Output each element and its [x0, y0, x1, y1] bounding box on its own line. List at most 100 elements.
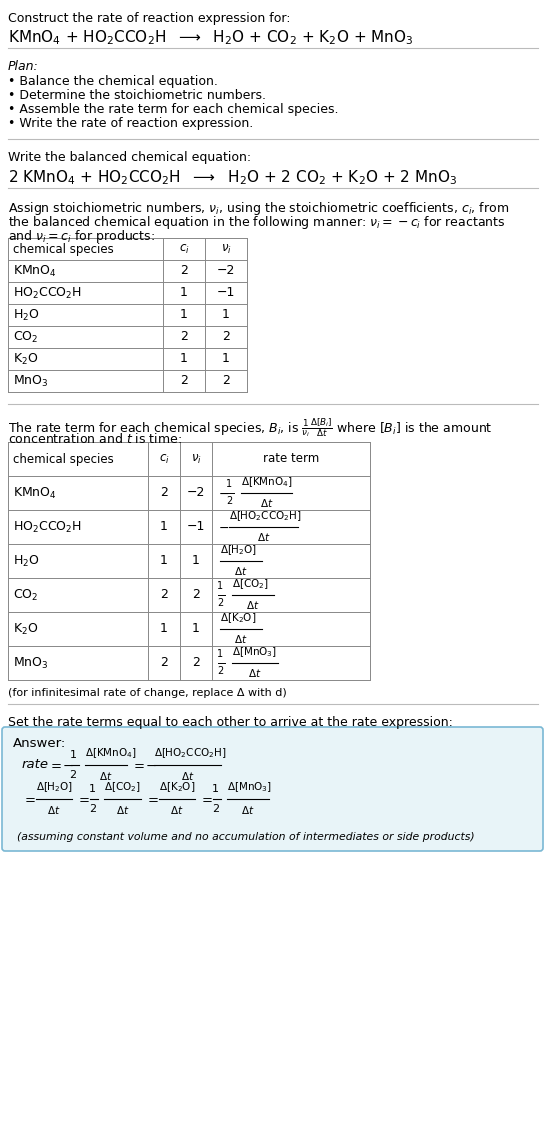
- Text: K$_2$O: K$_2$O: [13, 351, 38, 367]
- Text: CO$_2$: CO$_2$: [13, 329, 38, 344]
- Text: $\Delta$[HO$_2$CCO$_2$H]: $\Delta$[HO$_2$CCO$_2$H]: [229, 510, 301, 523]
- Text: $\Delta t$: $\Delta t$: [259, 497, 273, 508]
- Text: Assign stoichiometric numbers, $\nu_i$, using the stoichiometric coefficients, $: Assign stoichiometric numbers, $\nu_i$, …: [8, 200, 509, 217]
- Text: 2: 2: [212, 804, 219, 814]
- Text: Answer:: Answer:: [13, 736, 66, 750]
- Text: 2: 2: [192, 657, 200, 669]
- Text: chemical species: chemical species: [13, 453, 114, 465]
- FancyBboxPatch shape: [2, 727, 543, 850]
- Text: 2: 2: [192, 588, 200, 602]
- Text: 2: 2: [222, 331, 230, 343]
- Text: 1: 1: [226, 479, 232, 489]
- Text: $=$: $=$: [76, 792, 91, 806]
- Text: CO$_2$: CO$_2$: [13, 587, 38, 603]
- Text: 1: 1: [180, 286, 188, 300]
- Text: 1: 1: [160, 554, 168, 568]
- Text: 1: 1: [89, 784, 96, 793]
- Text: $\Delta$[K$_2$O]: $\Delta$[K$_2$O]: [220, 611, 257, 625]
- Text: $\Delta$[MnO$_3$]: $\Delta$[MnO$_3$]: [227, 780, 272, 793]
- Text: 2: 2: [180, 375, 188, 388]
- Text: $c_i$: $c_i$: [179, 243, 189, 255]
- Text: Set the rate terms equal to each other to arrive at the rate expression:: Set the rate terms equal to each other t…: [8, 716, 453, 728]
- Text: $=$: $=$: [48, 758, 62, 772]
- Text: 1: 1: [160, 521, 168, 534]
- Text: 1: 1: [180, 309, 188, 321]
- Text: $\Delta t$: $\Delta t$: [257, 531, 270, 543]
- Text: $\Delta$[H$_2$O]: $\Delta$[H$_2$O]: [36, 780, 73, 793]
- Text: MnO$_3$: MnO$_3$: [13, 656, 49, 670]
- Text: rate term: rate term: [263, 453, 319, 465]
- Text: $\Delta$[CO$_2$]: $\Delta$[CO$_2$]: [104, 780, 141, 793]
- Text: $\Delta t$: $\Delta t$: [181, 770, 194, 782]
- Text: KMnO$_4$: KMnO$_4$: [13, 263, 57, 278]
- Text: $\Delta$[H$_2$O]: $\Delta$[H$_2$O]: [220, 543, 257, 557]
- Text: The rate term for each chemical species, $B_i$, is $\frac{1}{\nu_i}\frac{\Delta[: The rate term for each chemical species,…: [8, 416, 492, 439]
- Text: $\Delta t$: $\Delta t$: [48, 804, 61, 816]
- Text: 2: 2: [160, 657, 168, 669]
- Text: $\Delta$[K$_2$O]: $\Delta$[K$_2$O]: [159, 780, 195, 793]
- Text: $-$: $-$: [145, 758, 156, 772]
- Text: 2: 2: [160, 487, 168, 499]
- Text: $\Delta t$: $\Delta t$: [170, 804, 184, 816]
- Text: 2: 2: [226, 496, 232, 506]
- Text: $c_i$: $c_i$: [159, 453, 169, 465]
- Text: $\Delta t$: $\Delta t$: [234, 633, 247, 645]
- Text: K$_2$O: K$_2$O: [13, 621, 38, 636]
- Text: $\Delta t$: $\Delta t$: [246, 598, 259, 611]
- Text: chemical species: chemical species: [13, 243, 114, 255]
- Text: $\Delta t$: $\Delta t$: [116, 804, 129, 816]
- Text: $\Delta$[HO$_2$CCO$_2$H]: $\Delta$[HO$_2$CCO$_2$H]: [153, 747, 226, 760]
- Text: −2: −2: [217, 264, 235, 277]
- Text: • Balance the chemical equation.: • Balance the chemical equation.: [8, 75, 218, 88]
- Text: 2: 2: [217, 666, 223, 676]
- Text: −1: −1: [187, 521, 205, 534]
- Text: • Determine the stoichiometric numbers.: • Determine the stoichiometric numbers.: [8, 89, 266, 101]
- Text: $\Delta$[MnO$_3$]: $\Delta$[MnO$_3$]: [232, 645, 277, 659]
- Text: $-$: $-$: [62, 758, 74, 772]
- Text: $\Delta t$: $\Delta t$: [241, 804, 255, 816]
- Text: Construct the rate of reaction expression for:: Construct the rate of reaction expressio…: [8, 13, 290, 25]
- Text: 1: 1: [217, 581, 223, 591]
- Text: $\Delta$[KMnO$_4$]: $\Delta$[KMnO$_4$]: [85, 747, 137, 760]
- Text: $\nu_i$: $\nu_i$: [191, 453, 201, 465]
- Text: Plan:: Plan:: [8, 60, 39, 73]
- Text: $-$: $-$: [218, 521, 229, 534]
- Text: 1: 1: [222, 352, 230, 366]
- Text: concentration and $t$ is time:: concentration and $t$ is time:: [8, 432, 182, 446]
- Text: HO$_2$CCO$_2$H: HO$_2$CCO$_2$H: [13, 520, 82, 535]
- Text: MnO$_3$: MnO$_3$: [13, 374, 49, 389]
- Text: 1: 1: [192, 554, 200, 568]
- Text: 2: 2: [180, 331, 188, 343]
- Text: 1: 1: [160, 622, 168, 635]
- Text: $-$: $-$: [218, 487, 229, 499]
- Text: $\nu_i$: $\nu_i$: [221, 243, 232, 255]
- Text: 1: 1: [192, 622, 200, 635]
- Text: $\Delta$[KMnO$_4$]: $\Delta$[KMnO$_4$]: [241, 475, 293, 489]
- Text: • Assemble the rate term for each chemical species.: • Assemble the rate term for each chemic…: [8, 103, 339, 116]
- Text: $=$: $=$: [130, 758, 145, 772]
- Text: KMnO$_4$: KMnO$_4$: [13, 486, 57, 500]
- Text: 1: 1: [180, 352, 188, 366]
- Text: H$_2$O: H$_2$O: [13, 308, 39, 323]
- Text: H$_2$O: H$_2$O: [13, 553, 39, 569]
- Text: −1: −1: [217, 286, 235, 300]
- Text: rate: rate: [22, 758, 49, 772]
- Text: 2 KMnO$_4$ + HO$_2$CCO$_2$H  $\longrightarrow$  H$_2$O + 2 CO$_2$ + K$_2$O + 2 M: 2 KMnO$_4$ + HO$_2$CCO$_2$H $\longrighta…: [8, 168, 457, 187]
- Text: 2: 2: [222, 375, 230, 388]
- Text: (for infinitesimal rate of change, replace Δ with d): (for infinitesimal rate of change, repla…: [8, 689, 287, 698]
- Text: 1: 1: [222, 309, 230, 321]
- Text: (assuming constant volume and no accumulation of intermediates or side products): (assuming constant volume and no accumul…: [17, 832, 474, 842]
- Text: $\Delta t$: $\Delta t$: [248, 667, 262, 679]
- Text: 1: 1: [212, 784, 219, 793]
- Text: $=$: $=$: [22, 792, 36, 806]
- Text: Write the balanced chemical equation:: Write the balanced chemical equation:: [8, 150, 251, 164]
- Text: 2: 2: [180, 264, 188, 277]
- Text: −2: −2: [187, 487, 205, 499]
- Text: $=$: $=$: [199, 792, 213, 806]
- Text: 1: 1: [217, 649, 223, 659]
- Text: 2: 2: [217, 598, 223, 608]
- Text: HO$_2$CCO$_2$H: HO$_2$CCO$_2$H: [13, 285, 82, 301]
- Text: the balanced chemical equation in the following manner: $\nu_i = -c_i$ for react: the balanced chemical equation in the fo…: [8, 214, 506, 231]
- Text: KMnO$_4$ + HO$_2$CCO$_2$H  $\longrightarrow$  H$_2$O + CO$_2$ + K$_2$O + MnO$_3$: KMnO$_4$ + HO$_2$CCO$_2$H $\longrightarr…: [8, 28, 413, 47]
- Text: $\Delta t$: $\Delta t$: [234, 565, 247, 577]
